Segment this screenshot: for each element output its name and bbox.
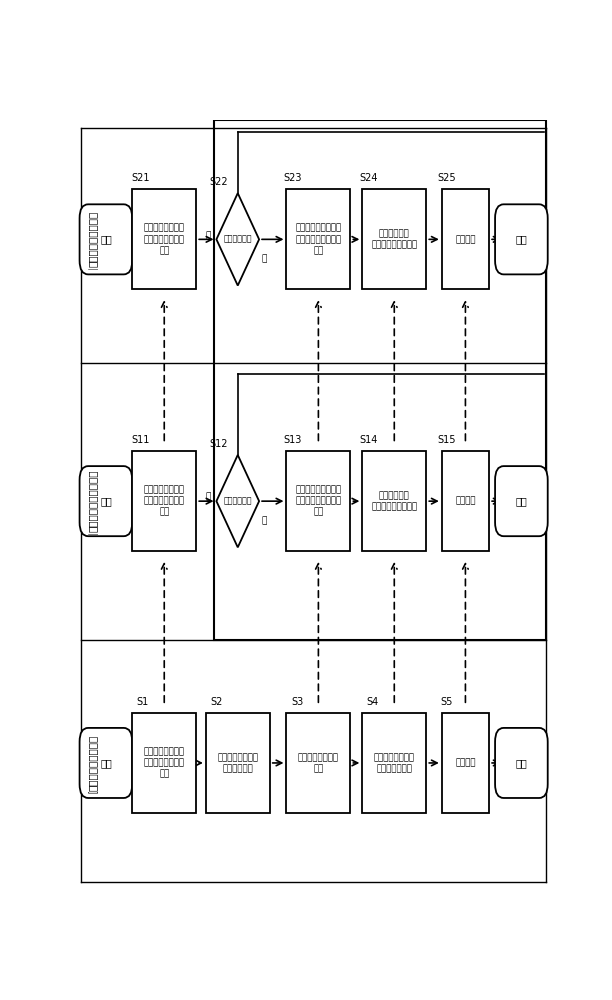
Text: 执行处理: 执行处理 [455, 235, 476, 244]
Bar [362, 451, 427, 551]
Text: S22: S22 [209, 177, 228, 187]
Text: S14: S14 [359, 435, 378, 445]
Text: 结束: 结束 [515, 758, 528, 768]
Text: 结束: 结束 [515, 496, 528, 506]
Text: 获取用于给出控制
处理详情的通知的
信息: 获取用于给出控制 处理详情的通知的 信息 [144, 486, 185, 517]
Text: 开始: 开始 [100, 496, 112, 506]
Text: 发送端处的控制电路: 发送端处的控制电路 [88, 735, 98, 791]
Text: 发送用于给出控制
处理详情的通知的
信息: 发送用于给出控制 处理详情的通知的 信息 [144, 747, 185, 779]
Text: S2: S2 [211, 697, 223, 707]
FancyBboxPatch shape [80, 204, 132, 274]
Text: S23: S23 [283, 173, 302, 183]
Text: 等待直到检测到控制
开始定时消息为止、
检测: 等待直到检测到控制 开始定时消息为止、 检测 [296, 224, 341, 255]
Bar [132, 451, 196, 551]
Text: 接收端处的控制电路: 接收端处的控制电路 [88, 211, 98, 267]
Text: 中继节点处的控制电路: 中继节点处的控制电路 [88, 468, 98, 534]
Text: 存在处理吗？: 存在处理吗？ [223, 497, 252, 506]
Polygon shape [217, 455, 259, 547]
Text: 切换处理: 切换处理 [455, 758, 476, 767]
Text: S15: S15 [437, 435, 456, 445]
Text: S21: S21 [132, 173, 150, 183]
Text: S11: S11 [132, 435, 150, 445]
FancyBboxPatch shape [495, 466, 548, 536]
Bar [286, 451, 351, 551]
Bar [206, 713, 270, 813]
Text: S1: S1 [136, 697, 149, 707]
Text: S12: S12 [209, 439, 228, 449]
Text: 获取用于给出控制
处理详情的通知的
信息: 获取用于给出控制 处理详情的通知的 信息 [144, 224, 185, 255]
Text: 等待直到经过预定
等待时间段为止: 等待直到经过预定 等待时间段为止 [374, 753, 415, 773]
Bar [362, 189, 427, 289]
Text: 是: 是 [261, 517, 267, 526]
Bar [214, 120, 546, 640]
Bar [132, 713, 196, 813]
Text: 开始: 开始 [100, 758, 112, 768]
Text: 接收端处的控制电路: 接收端处的控制电路 [88, 210, 98, 269]
Text: S13: S13 [283, 435, 302, 445]
Text: 等待直到经过
预定等待时间段为止: 等待直到经过 预定等待时间段为止 [371, 491, 417, 511]
Bar [286, 189, 351, 289]
Text: 发送端处的控制电路: 发送端处的控制电路 [88, 733, 98, 793]
Text: 等待直到检测到控制
开始定时消息为止、
检测: 等待直到检测到控制 开始定时消息为止、 检测 [296, 486, 341, 517]
Bar [132, 189, 196, 289]
Text: S25: S25 [437, 173, 456, 183]
Text: 执行处理: 执行处理 [455, 497, 476, 506]
Text: 等待直到经过
预定等待时间段为止: 等待直到经过 预定等待时间段为止 [371, 229, 417, 249]
Text: 存在处理吗？: 存在处理吗？ [223, 235, 252, 244]
Text: S5: S5 [440, 697, 453, 707]
Text: 是: 是 [261, 255, 267, 264]
FancyBboxPatch shape [495, 204, 548, 274]
Bar [442, 451, 489, 551]
Text: 等待直到经过预定
保护时间为止: 等待直到经过预定 保护时间为止 [217, 753, 258, 773]
Bar [362, 713, 427, 813]
Bar [442, 189, 489, 289]
FancyBboxPatch shape [495, 728, 548, 798]
FancyBboxPatch shape [80, 728, 132, 798]
Text: 结束: 结束 [515, 234, 528, 244]
Bar [442, 713, 489, 813]
Text: S3: S3 [291, 697, 303, 707]
Text: 发送控制开始定时
消息: 发送控制开始定时 消息 [298, 753, 339, 773]
Text: 开始: 开始 [100, 234, 112, 244]
FancyBboxPatch shape [80, 466, 132, 536]
Bar [286, 713, 351, 813]
Text: 否: 否 [206, 231, 211, 240]
Text: 否: 否 [206, 493, 211, 502]
Polygon shape [217, 193, 259, 286]
Text: S4: S4 [367, 697, 379, 707]
Text: 中继节点处的控制电路: 中继节点处的控制电路 [88, 470, 98, 532]
Text: S24: S24 [359, 173, 378, 183]
